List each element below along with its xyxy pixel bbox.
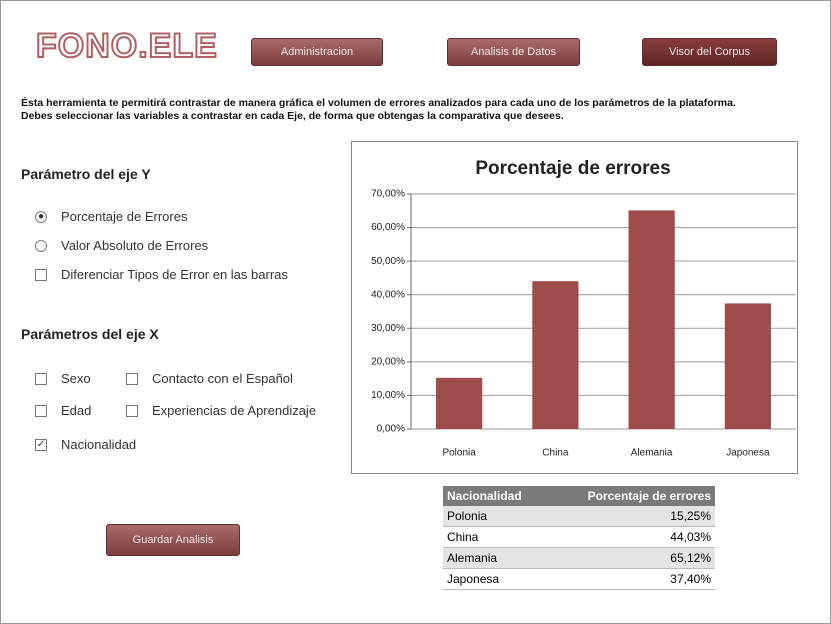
- option-label: Diferenciar Tipos de Error en las barras: [61, 267, 288, 282]
- y-tick-label: 70,00%: [371, 189, 405, 200]
- chart: Porcentaje de errores 0,00% 10,00% 20,00% 3…: [351, 141, 798, 474]
- logo: FONO.ELE: [35, 26, 218, 66]
- option: Valor Absoluto de Errores: [35, 238, 208, 253]
- table-row: Polonia 15,25%: [443, 506, 715, 527]
- y-tick-label: 0,00%: [377, 424, 405, 435]
- table-row: Alemania 65,12%: [443, 547, 715, 569]
- table-cell: 15,25%: [548, 506, 715, 527]
- checkbox[interactable]: [35, 404, 47, 417]
- option: ● Porcentaje de Errores: [35, 209, 187, 224]
- table-cell: Alemania: [443, 547, 549, 569]
- section-title: Parámetro del eje Y: [21, 166, 151, 182]
- y-tick-label: 40,00%: [371, 289, 405, 300]
- option-label: Nacionalidad: [61, 437, 137, 452]
- table-header: Nacionalidad: [443, 486, 549, 506]
- bar: [436, 377, 483, 429]
- table-cell: 44,03%: [548, 526, 715, 548]
- x-tick-label: Alemania: [631, 448, 673, 459]
- y-tick-label: 10,00%: [371, 390, 405, 401]
- option: Experiencias de Aprendizaje: [126, 403, 316, 418]
- x-tick-label: Polonia: [442, 448, 476, 459]
- radio-button[interactable]: [35, 239, 47, 252]
- x-tick-label: China: [542, 448, 569, 459]
- option: Contacto con el Español: [126, 371, 293, 386]
- table-cell: 37,40%: [548, 568, 715, 590]
- x-tick-label: Japonesa: [726, 448, 770, 459]
- checkbox[interactable]: [35, 268, 47, 281]
- radio-button[interactable]: ●: [35, 210, 47, 223]
- y-tick-label: 50,00%: [371, 256, 405, 267]
- save-button[interactable]: Guardar Analisis: [106, 524, 240, 556]
- table-row: China 44,03%: [443, 526, 715, 548]
- option-label: Porcentaje de Errores: [61, 209, 188, 224]
- option-label: Valor Absoluto de Errores: [61, 238, 209, 253]
- nav-button[interactable]: Administracion: [251, 38, 383, 66]
- y-tick-label: 60,00%: [371, 222, 405, 233]
- option: Edad: [35, 403, 91, 418]
- data-table: Nacionalidad Porcentaje de errores Poloni…: [443, 486, 715, 590]
- intro-text: Ésta herramienta te permitirá contrastar…: [21, 97, 736, 122]
- table-row: Japonesa 37,40%: [443, 568, 715, 590]
- y-tick-label: 20,00%: [371, 356, 405, 367]
- bar: [532, 281, 579, 429]
- checkbox[interactable]: [126, 404, 138, 417]
- option: Diferenciar Tipos de Error en las barras: [35, 267, 288, 282]
- nav-button[interactable]: Analisis de Datos: [447, 38, 580, 66]
- bar: [724, 303, 771, 429]
- option-label: Edad: [61, 403, 92, 418]
- bar: [628, 210, 675, 429]
- table-header: Porcentaje de errores: [548, 486, 715, 506]
- table-cell: Japonesa: [443, 568, 549, 590]
- y-tick-label: 30,00%: [371, 323, 405, 334]
- option-label: Contacto con el Español: [152, 371, 293, 386]
- option-label: Sexo: [61, 371, 91, 386]
- checkbox[interactable]: [35, 372, 47, 385]
- option: ✓ Nacionalidad: [35, 437, 136, 452]
- option-label: Experiencias de Aprendizaje: [152, 403, 317, 418]
- option: Sexo: [35, 371, 91, 386]
- table-cell: Polonia: [443, 506, 549, 527]
- checkbox[interactable]: [126, 372, 138, 385]
- table-cell: China: [443, 526, 549, 548]
- checkbox[interactable]: ✓: [35, 438, 47, 451]
- table-cell: 65,12%: [548, 547, 715, 569]
- chart-title: Porcentaje de errores: [475, 158, 670, 179]
- section-title: Parámetros del eje X: [21, 326, 159, 342]
- nav-button[interactable]: Visor del Corpus: [642, 38, 777, 66]
